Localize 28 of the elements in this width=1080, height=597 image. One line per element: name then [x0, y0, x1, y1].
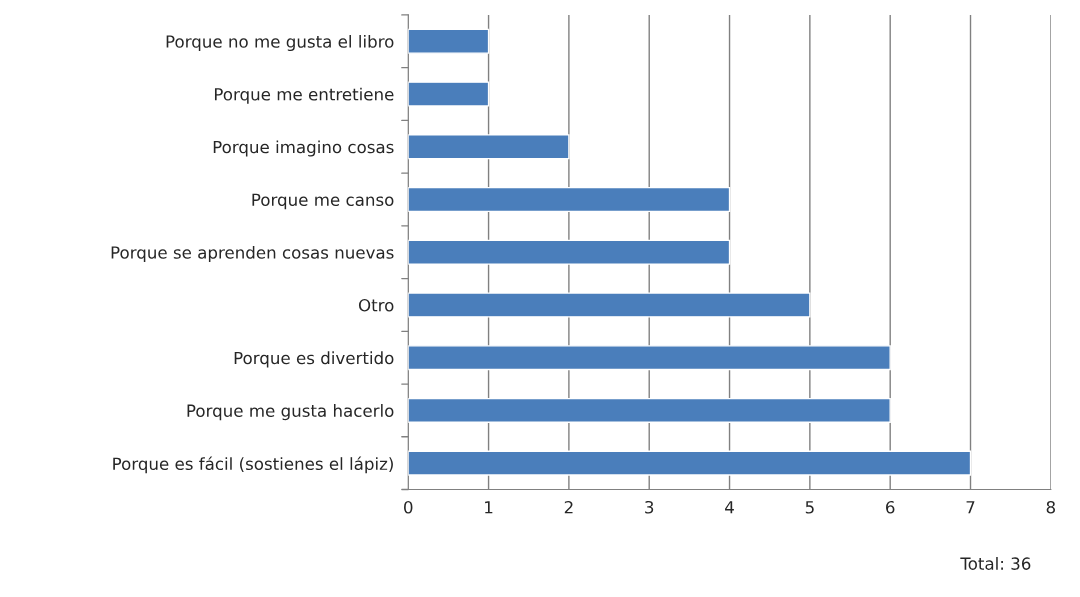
- y-tick-label: Otro: [358, 298, 394, 312]
- bar: [408, 239, 731, 265]
- x-tick-label: 6: [886, 500, 895, 514]
- x-tick-label: 0: [404, 500, 413, 514]
- x-tick-label: 8: [1046, 500, 1055, 514]
- x-tick-label: 3: [645, 500, 654, 514]
- x-tick-label: 1: [485, 501, 493, 514]
- bar: [408, 292, 811, 318]
- text: Total: 36: [960, 556, 1031, 570]
- y-tick-label: Porque me entretiene: [214, 87, 394, 104]
- bar: [408, 134, 570, 160]
- y-tick-label: Porque es divertido: [234, 351, 394, 368]
- x-tick-label: 5: [805, 501, 814, 514]
- y-tick-label: Porque me canso: [252, 193, 394, 210]
- bar: [408, 450, 972, 476]
- y-tick-label: Porque es fácil (sostienes el lápiz): [113, 456, 393, 474]
- y-tick-label: Porque no me gusta el libro: [166, 34, 394, 52]
- bar: [408, 81, 490, 107]
- x-tick-label: 2: [564, 500, 573, 514]
- y-tick-label: Porque imagino cosas: [213, 140, 394, 157]
- y-tick-label: Porque me gusta hacerlo: [187, 404, 394, 421]
- bar: [408, 28, 490, 54]
- x-tick-label: 4: [725, 501, 734, 514]
- bar: [408, 397, 891, 423]
- bar: [408, 345, 891, 371]
- y-tick-label: Porque se aprenden cosas nuevas: [111, 245, 394, 263]
- bar: [408, 186, 731, 213]
- x-tick-label: 7: [966, 501, 975, 514]
